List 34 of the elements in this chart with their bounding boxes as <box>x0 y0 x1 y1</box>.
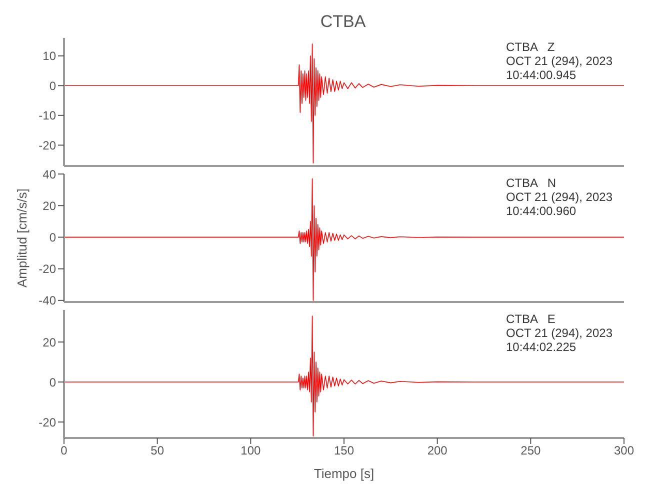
y-tick-label: 10 <box>42 49 56 64</box>
y-tick-label: -20 <box>38 262 56 276</box>
line-series <box>64 178 624 301</box>
y-tick-label: -20 <box>38 415 56 430</box>
annotation: 10:44:02.225 <box>506 340 578 354</box>
annotation: 10:44:00.945 <box>506 68 578 82</box>
y-tick-label: 0 <box>49 78 56 93</box>
x-tick-label: 100 <box>240 444 261 458</box>
annotation: CTBA N <box>506 176 558 190</box>
y-tick-label: 40 <box>42 167 56 182</box>
y-tick-label: 0 <box>49 230 56 244</box>
y-axis-title: Amplitud [cm/s/s] <box>14 188 30 288</box>
annotation: OCT 21 (294), 2023 <box>506 190 613 204</box>
x-tick-label: 200 <box>427 444 448 458</box>
annotation: 10:44:00.960 <box>506 204 578 218</box>
x-tick-label: 50 <box>150 444 164 458</box>
x-tick-label: 0 <box>60 444 68 458</box>
annotation: OCT 21 (294), 2023 <box>506 54 613 68</box>
y-tick-label: -40 <box>38 294 56 308</box>
y-tick-label: -20 <box>38 138 56 152</box>
x-axis-title: Tiempo [s] <box>314 466 374 481</box>
x-tick-label: 250 <box>520 444 541 458</box>
y-tick-label: 0 <box>49 375 56 390</box>
y-tick-label: -10 <box>38 108 56 123</box>
y-tick-label: 20 <box>42 335 56 350</box>
x-tick-label: 300 <box>614 444 634 458</box>
y-tick-label: 20 <box>42 198 56 213</box>
chart-title: CTBA <box>319 12 367 32</box>
x-tick-label: 150 <box>334 444 354 458</box>
annotation: CTBA E <box>506 312 556 326</box>
annotation: CTBA Z <box>506 40 556 54</box>
line-series <box>64 316 624 436</box>
line-series <box>64 44 624 164</box>
annotation: OCT 21 (294), 2023 <box>506 326 613 340</box>
